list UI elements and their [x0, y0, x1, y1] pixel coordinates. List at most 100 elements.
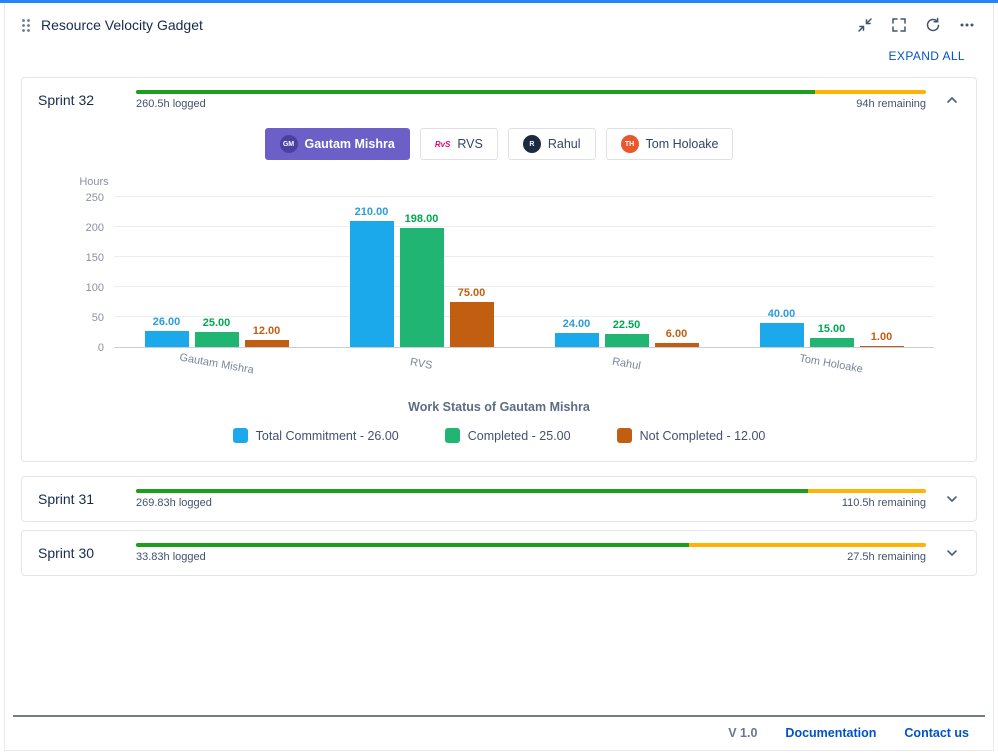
- bar-not-completed[interactable]: [654, 343, 699, 347]
- sprint-progress-fill: [136, 489, 808, 493]
- chart-plot-column: 26.00 25.00 12.00 210.00 198.00 75.00 24.00 22.…: [114, 196, 934, 388]
- chevron-up-icon[interactable]: [944, 92, 960, 108]
- avatar: R: [522, 135, 541, 153]
- legend-item-completed[interactable]: Completed - 25.00: [444, 428, 571, 443]
- bar-wrap: 24.00: [554, 318, 599, 347]
- bar-not-completed[interactable]: [449, 302, 494, 347]
- bar-wrap: 25.00: [194, 317, 239, 347]
- footer-row: V 1.0 Documentation Contact us: [13, 717, 985, 750]
- tab-gautam-mishra[interactable]: GM Gautam Mishra: [264, 128, 410, 160]
- y-tick-label: 0: [97, 342, 104, 354]
- bar-total-commitment[interactable]: [759, 323, 804, 347]
- tab-label: Tom Holoake: [645, 137, 719, 151]
- tab-rahul[interactable]: R Rahul: [507, 128, 596, 160]
- sprint-name: Sprint 30: [38, 545, 95, 561]
- fullscreen-icon[interactable]: [891, 17, 907, 33]
- gridline: [114, 256, 934, 257]
- resource-tabs: GM Gautam Mishra RvS RVS R Rahul TH Tom Holoake: [38, 128, 960, 160]
- chart-body: 0 50 100 150 200 250 26.00 25.00 12.00 210.00 198…: [68, 192, 950, 388]
- contact-us-link[interactable]: Contact us: [904, 726, 969, 740]
- bar-value-label: 6.00: [665, 328, 688, 341]
- documentation-link[interactable]: Documentation: [785, 726, 877, 740]
- hours-remaining-label: 110.5h remaining: [841, 497, 926, 509]
- bar-completed[interactable]: [604, 333, 649, 347]
- progress-labels: 269.83h logged 110.5h remaining: [136, 497, 926, 509]
- bar-not-completed[interactable]: [244, 339, 289, 347]
- refresh-icon[interactable]: [925, 17, 941, 33]
- legend-item-total-commitment[interactable]: Total Commitment - 26.00: [232, 428, 399, 443]
- sprint-progress: 269.83h logged 110.5h remaining: [136, 489, 926, 509]
- chevron-down-icon[interactable]: [944, 491, 960, 507]
- more-options-icon[interactable]: [959, 17, 975, 33]
- legend-item-not-completed[interactable]: Not Completed - 12.00: [616, 428, 766, 443]
- sprint-card-30: Sprint 30 33.83h logged 27.5h remaining: [21, 530, 977, 576]
- chevron-down-icon[interactable]: [944, 545, 960, 561]
- sprint-progress: 33.83h logged 27.5h remaining: [136, 543, 926, 563]
- bar-total-commitment[interactable]: [349, 221, 394, 347]
- chart-plot: 26.00 25.00 12.00 210.00 198.00 75.00 24.00 22.…: [114, 196, 934, 348]
- hours-remaining-label: 94h remaining: [856, 98, 926, 110]
- bar-value-label: 22.50: [612, 318, 641, 331]
- expand-all-button[interactable]: EXPAND ALL: [888, 49, 965, 63]
- progress-labels: 33.83h logged 27.5h remaining: [136, 551, 926, 563]
- drag-handle-icon[interactable]: [21, 18, 31, 33]
- gadget-footer: V 1.0 Documentation Contact us: [5, 715, 993, 750]
- bar-value-label: 40.00: [767, 308, 796, 320]
- legend-swatch: [444, 428, 460, 443]
- chart-legend: Total Commitment - 26.00 Completed - 25.0…: [38, 428, 960, 449]
- sprint-32-header: Sprint 32 260.5h logged 94h remaining: [38, 90, 960, 110]
- bar-completed[interactable]: [809, 338, 854, 347]
- sprint-name: Sprint 31: [38, 491, 95, 507]
- y-tick-label: 200: [85, 222, 104, 234]
- gridline: [114, 226, 934, 227]
- bar-wrap: 26.00: [144, 316, 189, 347]
- bar-completed[interactable]: [399, 228, 444, 347]
- sprint-card-31: Sprint 31 269.83h logged 110.5h remainin…: [21, 476, 977, 522]
- progress-track: [136, 543, 926, 547]
- sprint-progress-fill: [136, 90, 816, 94]
- x-label-slot: RVS: [319, 354, 524, 388]
- bar-total-commitment[interactable]: [554, 332, 599, 347]
- hours-logged-label: 260.5h logged: [136, 98, 206, 110]
- gridline: [114, 196, 934, 197]
- legend-swatch: [616, 428, 632, 443]
- bar-wrap: 22.50: [604, 318, 649, 347]
- x-axis-label: Rahul: [611, 355, 642, 373]
- bar-value-label: 210.00: [354, 206, 389, 218]
- chart-xlabels: Gautam Mishra RVS Rahul Tom Holoake: [114, 352, 934, 388]
- gadget-header-actions: [857, 17, 975, 33]
- legend-swatch: [232, 428, 248, 443]
- resource-velocity-gadget: Resource Velocity Gadget: [4, 3, 994, 751]
- bar-value-label: 12.00: [252, 324, 281, 337]
- bar-wrap: 1.00: [859, 331, 904, 347]
- gadget-title: Resource Velocity Gadget: [41, 17, 203, 33]
- legend-label: Completed - 25.00: [467, 428, 571, 443]
- bar-wrap: 75.00: [449, 287, 494, 347]
- bar-wrap: 210.00: [349, 206, 394, 347]
- bar-group-rahul: 24.00 22.50 6.00: [524, 318, 729, 347]
- tab-tom-holoake[interactable]: TH Tom Holoake: [605, 128, 734, 160]
- gadget-header: Resource Velocity Gadget: [5, 3, 993, 41]
- tab-label: Rahul: [547, 137, 581, 151]
- expand-all-row: EXPAND ALL: [5, 41, 993, 67]
- hours-logged-label: 33.83h logged: [136, 551, 206, 563]
- bar-not-completed[interactable]: [859, 346, 904, 347]
- sprint-card-32: Sprint 32 260.5h logged 94h remaining: [21, 77, 977, 462]
- bar-wrap: 198.00: [399, 213, 444, 347]
- legend-label: Not Completed - 12.00: [639, 428, 766, 443]
- hours-remaining-label: 27.5h remaining: [847, 551, 926, 563]
- avatar: GM: [279, 135, 298, 153]
- legend-label: Total Commitment - 26.00: [255, 428, 399, 443]
- bar-value-label: 75.00: [457, 287, 486, 299]
- x-label-slot: Gautam Mishra: [114, 352, 319, 388]
- bar-total-commitment[interactable]: [144, 331, 189, 347]
- bar-value-label: 26.00: [152, 316, 181, 329]
- collapse-icon[interactable]: [857, 17, 873, 33]
- gadget-content: Sprint 32 260.5h logged 94h remaining: [5, 67, 993, 584]
- gadget-accent-bar: [0, 0, 998, 3]
- progress-track: [136, 489, 926, 493]
- footer-divider: [13, 715, 985, 717]
- y-tick-label: 250: [85, 192, 104, 204]
- bar-completed[interactable]: [194, 332, 239, 347]
- tab-rvs[interactable]: RvS RVS: [419, 128, 498, 160]
